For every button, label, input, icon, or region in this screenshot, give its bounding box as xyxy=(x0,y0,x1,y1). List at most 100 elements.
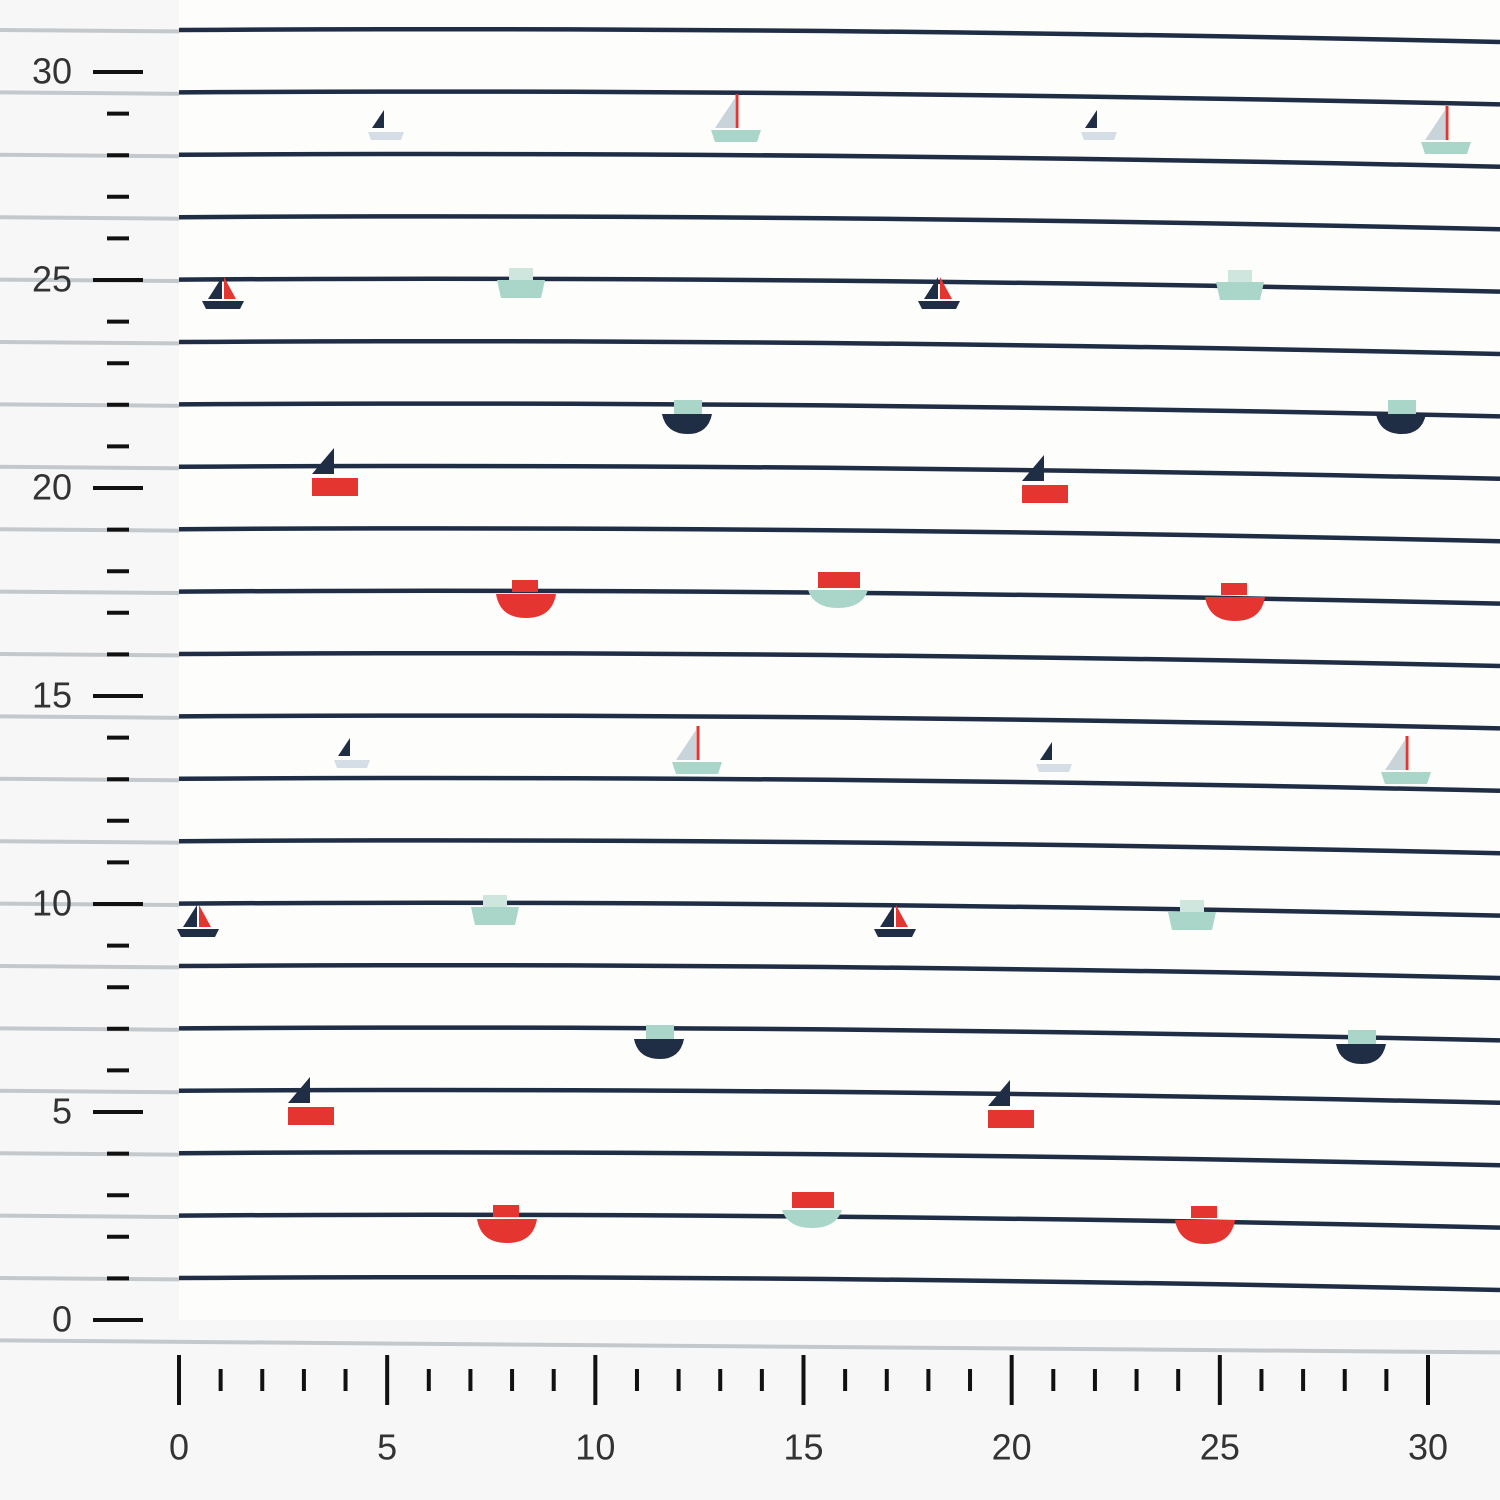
stripe xyxy=(178,463,1500,482)
sail xyxy=(183,905,197,927)
hull xyxy=(312,478,358,496)
hull xyxy=(1376,414,1426,434)
cabin xyxy=(509,268,533,280)
tick-label: 0 xyxy=(169,1427,189,1468)
sail xyxy=(676,730,696,760)
hull xyxy=(808,590,868,608)
stripes xyxy=(178,26,1500,1293)
sail xyxy=(372,110,384,128)
sail xyxy=(1040,742,1052,760)
boat xyxy=(368,110,404,140)
cabin xyxy=(1180,900,1204,912)
stripe xyxy=(178,650,1500,669)
stripe xyxy=(178,713,1500,731)
stripe xyxy=(178,1150,1500,1168)
sail xyxy=(880,905,894,927)
stripe xyxy=(178,276,1500,294)
boat xyxy=(312,448,358,496)
cabin xyxy=(493,1205,519,1217)
hull xyxy=(497,280,545,298)
hull xyxy=(988,1110,1034,1128)
sail xyxy=(312,448,334,474)
stripe xyxy=(178,338,1500,357)
stripe xyxy=(178,838,1500,856)
hull xyxy=(1036,764,1072,772)
boat xyxy=(202,277,244,309)
stripe xyxy=(178,26,1500,45)
tick-label: 30 xyxy=(32,51,72,92)
hull xyxy=(1381,772,1431,784)
tick-label: 20 xyxy=(992,1427,1032,1468)
boat xyxy=(782,1192,842,1228)
boat xyxy=(1022,455,1068,503)
cabin xyxy=(1348,1030,1376,1044)
boat-motifs xyxy=(177,94,1471,1244)
boat xyxy=(477,1205,537,1243)
sail xyxy=(1385,740,1405,770)
hull xyxy=(477,1219,537,1243)
sail xyxy=(288,1077,310,1103)
boat xyxy=(711,94,761,142)
boat xyxy=(177,905,219,937)
hull xyxy=(1205,597,1265,621)
boat xyxy=(1376,400,1426,434)
stripe xyxy=(178,151,1500,170)
sail xyxy=(1085,110,1097,128)
vertical-ruler: 0 5 10 15 20 25 30 xyxy=(32,51,143,1340)
sail2 xyxy=(940,277,952,299)
hull xyxy=(874,929,916,937)
tick-label: 10 xyxy=(575,1427,615,1468)
sail xyxy=(715,98,735,128)
tick-label: 25 xyxy=(32,259,72,300)
boat xyxy=(471,895,519,925)
hull xyxy=(1421,142,1471,154)
boat xyxy=(1216,270,1264,300)
boat xyxy=(1381,736,1431,784)
sail2 xyxy=(224,277,236,299)
hull xyxy=(471,907,519,925)
cabin xyxy=(646,1025,674,1039)
hull xyxy=(177,929,219,937)
hull xyxy=(368,132,404,140)
stripe xyxy=(178,1274,1500,1293)
cabin xyxy=(1228,270,1252,282)
hull xyxy=(1175,1220,1235,1244)
boat xyxy=(1168,900,1216,930)
cabin xyxy=(792,1192,834,1208)
tick-label: 30 xyxy=(1408,1427,1448,1468)
hull xyxy=(918,301,960,309)
tick-label: 5 xyxy=(52,1091,72,1132)
horizontal-ruler: 0 5 10 15 20 25 30 xyxy=(169,1355,1448,1468)
boat xyxy=(662,400,712,434)
tick-label: 0 xyxy=(52,1299,72,1340)
sail xyxy=(1022,455,1044,481)
stripe xyxy=(178,214,1500,232)
tick-label: 25 xyxy=(1200,1427,1240,1468)
stripe xyxy=(178,900,1500,918)
boat xyxy=(1205,583,1265,621)
stripe xyxy=(178,526,1500,544)
cabin xyxy=(1221,583,1247,595)
cabin xyxy=(1191,1206,1217,1218)
hull xyxy=(202,301,244,309)
hull xyxy=(1336,1044,1386,1064)
hull xyxy=(1168,912,1216,930)
boat xyxy=(496,580,556,618)
hull xyxy=(1022,485,1068,503)
boat xyxy=(918,277,960,309)
sail2 xyxy=(896,905,908,927)
hull xyxy=(496,594,556,618)
cabin xyxy=(1388,400,1416,414)
stripe xyxy=(178,89,1500,107)
faded-stripe xyxy=(0,1338,1500,1355)
sail xyxy=(338,738,350,756)
hull xyxy=(334,760,370,768)
hull xyxy=(1081,132,1117,140)
sail2 xyxy=(199,905,211,927)
tick-label: 15 xyxy=(783,1427,823,1468)
sail xyxy=(988,1080,1010,1106)
boat xyxy=(1336,1030,1386,1064)
sail xyxy=(924,277,938,299)
stripe xyxy=(178,775,1500,794)
